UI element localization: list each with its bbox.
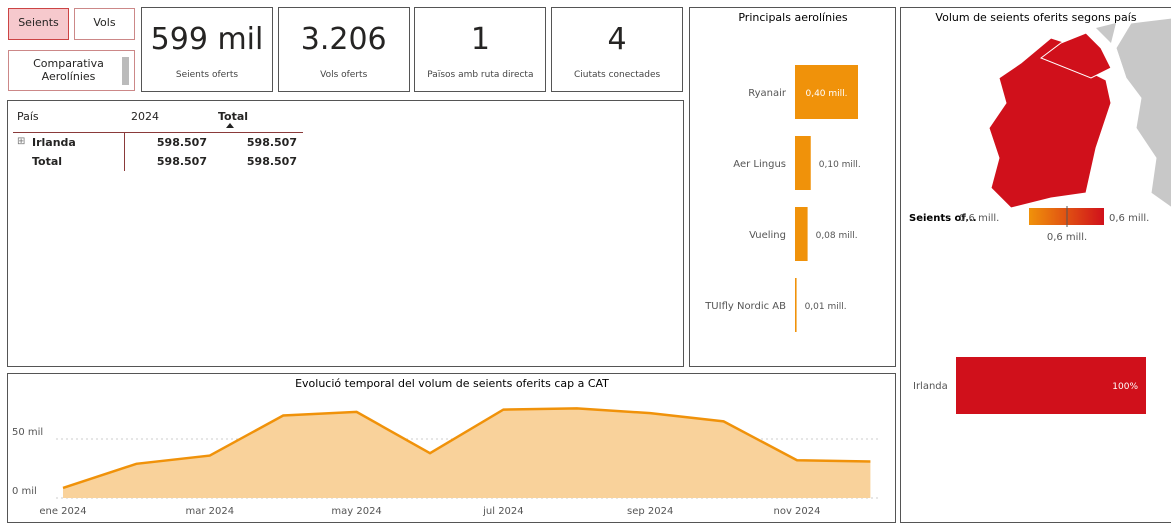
comparativa-button[interactable]: Comparativa Aerolínies [8, 50, 135, 91]
kpi-label: Ciutats conectades [573, 70, 661, 80]
kpi-card: 3.206 Vols oferts [277, 7, 410, 92]
table-panel: País 2024 Total ⊞ Irlanda 598.507 598.50… [7, 100, 684, 367]
expand-icon[interactable]: ⊞ [17, 136, 26, 147]
airlines-chart: Principals aerolínies Ryanair 0,40 mill. Ae… [689, 7, 896, 367]
column-rule [124, 133, 125, 171]
bar [795, 136, 811, 190]
vols-button[interactable]: Vols [74, 8, 135, 40]
x-tick-label: jul 2024 [482, 506, 524, 517]
row-label: Total [32, 155, 63, 168]
cell: 598.507 [246, 155, 297, 168]
ireland-north [1039, 32, 1112, 79]
britain-shape [1115, 17, 1171, 208]
cell: 598.507 [156, 155, 207, 168]
bar [956, 357, 1146, 414]
category-label: Ryanair [748, 88, 787, 99]
comparativa-label: Comparativa Aerolínies [33, 57, 104, 83]
table-header: 2024 [131, 110, 159, 123]
seients-button[interactable]: Seients [8, 8, 69, 40]
kpi-card: 1 Països amb ruta directa [414, 7, 547, 92]
chart-title: Evolució temporal del volum de seients o… [295, 377, 609, 390]
timeline-chart: Evolució temporal del volum de seients o… [7, 373, 896, 523]
x-tick-label: sep 2024 [627, 506, 673, 517]
y-tick-label: 0 mil [12, 486, 37, 497]
row-label: Irlanda [32, 136, 76, 149]
island-shape [1096, 23, 1116, 43]
kpi-value: 599 mil [150, 22, 264, 57]
x-tick-label: nov 2024 [773, 506, 820, 517]
bar [795, 65, 858, 119]
kpi-value: 4 [607, 22, 627, 57]
kpi-label: Seients oferts [175, 70, 239, 80]
x-tick-label: may 2024 [331, 506, 381, 517]
value-label: 0,08 mill. [816, 231, 858, 241]
sort-arrow [226, 123, 234, 128]
category-label: TUIfly Nordic AB [704, 301, 786, 312]
value-label: 0,01 mill. [805, 302, 847, 312]
legend-min: 0,6 mill. [959, 213, 999, 224]
value-label: 100% [1112, 382, 1138, 392]
kpi-value: 1 [470, 22, 490, 57]
kpi-card: 4 Ciutats conectades [551, 7, 684, 92]
cell: 598.507 [246, 136, 297, 149]
category-label: Vueling [749, 230, 786, 241]
kpi-value: 3.206 [300, 22, 387, 57]
table-header: País [17, 110, 39, 123]
y-tick-label: 50 mil [12, 427, 43, 438]
table-header: Total [218, 110, 249, 123]
x-tick-label: ene 2024 [39, 506, 86, 517]
x-tick-label: mar 2024 [185, 506, 234, 517]
chart-title: Principals aerolínies [738, 11, 848, 24]
bar [795, 278, 797, 332]
bar [795, 207, 808, 261]
line [62, 407, 871, 490]
legend-mid: 0,6 mill. [1047, 232, 1087, 243]
map-panel: Volum de seients oferits segons país Seie… [900, 7, 1171, 523]
header-rule [13, 132, 303, 133]
value-label: 0,40 mill. [805, 89, 847, 99]
legend-max: 0,6 mill. [1109, 213, 1149, 224]
category-label: Aer Lingus [733, 159, 786, 170]
area [63, 408, 871, 498]
map-title: Volum de seients oferits segons país [935, 11, 1136, 24]
category-label: Irlanda [913, 381, 948, 392]
kpi-label: Vols oferts [320, 70, 368, 80]
legend-title: Seients of... [909, 213, 977, 224]
cell: 598.507 [156, 136, 207, 149]
scrollbar [122, 57, 129, 85]
kpi-label: Països amb ruta directa [427, 70, 534, 80]
value-label: 0,10 mill. [819, 160, 861, 170]
kpi-card: 599 mil Seients oferts [141, 7, 273, 92]
